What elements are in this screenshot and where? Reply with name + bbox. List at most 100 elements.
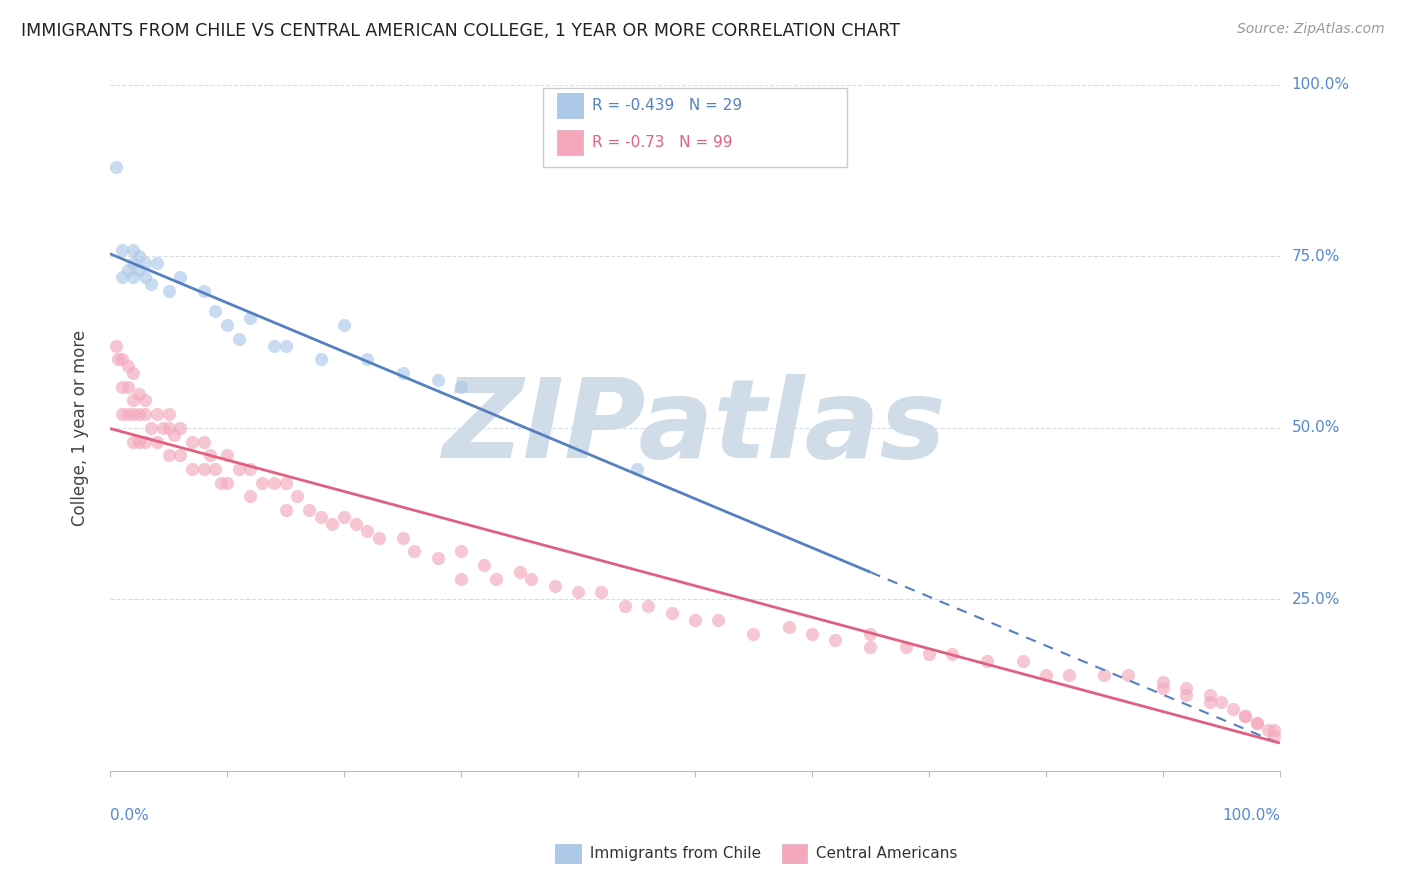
Point [215, 318, 238, 332]
Point [426, 373, 449, 387]
Point [169, 269, 191, 284]
Point [181, 462, 204, 476]
Point [918, 647, 941, 661]
Point [356, 524, 378, 538]
Point [309, 510, 332, 524]
Point [941, 647, 963, 661]
Point [1094, 667, 1116, 681]
Text: 100.0%: 100.0% [1292, 78, 1350, 93]
Point [626, 462, 648, 476]
Point [1233, 709, 1256, 723]
Point [263, 338, 285, 352]
Point [111, 243, 134, 257]
Point [122, 434, 145, 449]
Point [263, 475, 285, 490]
Point [122, 407, 145, 421]
Point [128, 434, 150, 449]
Point [215, 475, 238, 490]
Point [356, 352, 378, 367]
Point [474, 558, 496, 572]
Text: R = -0.73   N = 99: R = -0.73 N = 99 [592, 135, 733, 150]
Point [485, 572, 508, 586]
Point [228, 332, 250, 346]
Point [157, 448, 180, 462]
Y-axis label: College, 1 year or more: College, 1 year or more [72, 330, 89, 526]
Point [1246, 715, 1268, 730]
Point [181, 434, 204, 449]
Point [209, 475, 232, 490]
Point [321, 516, 343, 531]
Point [274, 475, 297, 490]
Point [157, 421, 180, 435]
Point [1116, 667, 1139, 681]
Point [146, 407, 169, 421]
Point [567, 585, 589, 599]
Point [239, 311, 262, 326]
Text: 0.0%: 0.0% [110, 808, 149, 823]
Point [344, 516, 367, 531]
Point [742, 626, 765, 640]
Point [122, 269, 145, 284]
Point [1198, 695, 1220, 709]
Point [169, 421, 191, 435]
Text: 50.0%: 50.0% [1292, 420, 1340, 435]
Point [509, 565, 531, 579]
Point [1263, 730, 1285, 744]
Point [1211, 695, 1233, 709]
Point [707, 613, 730, 627]
Point [128, 263, 150, 277]
Point [139, 277, 162, 291]
Point [117, 359, 139, 373]
Point [157, 284, 180, 298]
Point [228, 462, 250, 476]
Point [215, 448, 238, 462]
Point [117, 407, 139, 421]
Point [450, 544, 472, 558]
Point [134, 434, 156, 449]
Point [391, 366, 413, 380]
Point [298, 503, 321, 517]
Point [169, 448, 191, 462]
Point [122, 366, 145, 380]
Text: Immigrants from Chile: Immigrants from Chile [585, 847, 761, 861]
Point [204, 304, 226, 318]
Point [778, 620, 800, 634]
Point [309, 352, 332, 367]
Point [193, 462, 215, 476]
Point [193, 284, 215, 298]
Point [128, 407, 150, 421]
Point [1152, 674, 1174, 689]
Point [333, 318, 356, 332]
Point [450, 572, 472, 586]
Point [163, 427, 186, 442]
Point [152, 421, 174, 435]
Point [128, 249, 150, 263]
Text: 100.0%: 100.0% [1222, 808, 1279, 823]
Point [157, 407, 180, 421]
Point [801, 626, 824, 640]
Point [1152, 681, 1174, 696]
Point [122, 243, 145, 257]
Point [1233, 709, 1256, 723]
Point [107, 352, 129, 367]
Point [250, 475, 273, 490]
Point [285, 490, 308, 504]
Point [1035, 667, 1057, 681]
Point [122, 393, 145, 408]
Point [274, 338, 297, 352]
Point [683, 613, 706, 627]
Point [1257, 723, 1279, 737]
Point [239, 462, 262, 476]
Point [193, 434, 215, 449]
Point [204, 462, 226, 476]
Point [859, 640, 882, 655]
Point [824, 633, 846, 648]
Point [134, 393, 156, 408]
Point [894, 640, 917, 655]
Point [198, 448, 221, 462]
Point [111, 379, 134, 393]
Point [117, 263, 139, 277]
Point [426, 551, 449, 566]
Point [139, 421, 162, 435]
Text: Source: ZipAtlas.com: Source: ZipAtlas.com [1237, 22, 1385, 37]
